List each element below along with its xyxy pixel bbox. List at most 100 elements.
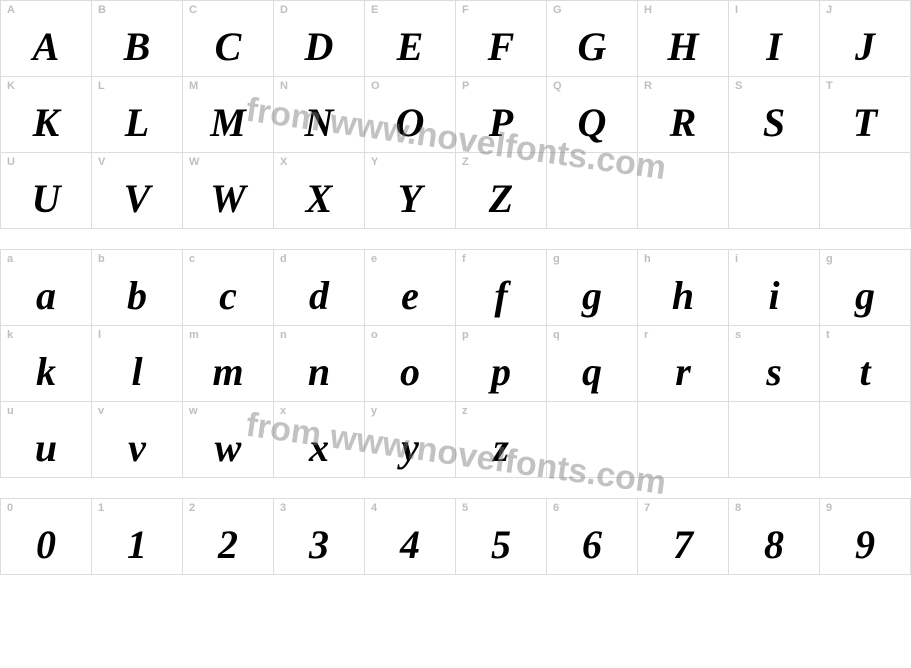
cell-label: X [280,156,287,168]
cell-glyph: C [183,23,273,70]
glyph-cell: ll [92,326,183,402]
glyph-cell: rr [638,326,729,402]
glyph-cell: UU [1,153,92,229]
cell-label: u [7,405,14,417]
cell-label: k [7,329,13,341]
cell-label: 8 [735,502,741,514]
glyph-cell: ii [729,250,820,326]
glyph-cell: uu [1,402,92,478]
glyph-cell: qq [547,326,638,402]
cell-glyph: T [820,99,910,146]
glyph-cell [820,402,911,478]
cell-glyph: K [1,99,91,146]
cell-label: d [280,253,287,265]
glyph-cell: dd [274,250,365,326]
glyph-cell: 77 [638,499,729,575]
cell-label: K [7,80,15,92]
cell-label: i [735,253,738,265]
cell-glyph: m [183,348,273,395]
cell-label: r [644,329,648,341]
glyph-cell: EE [365,1,456,77]
cell-label: C [189,4,197,16]
cell-label: c [189,253,195,265]
cell-label: Y [371,156,378,168]
cell-glyph: v [92,424,182,471]
glyph-cell: oo [365,326,456,402]
cell-glyph: G [547,23,637,70]
glyph-cell: DD [274,1,365,77]
cell-glyph: g [820,272,910,319]
cell-glyph: E [365,23,455,70]
glyph-cell: ff [456,250,547,326]
cell-glyph: M [183,99,273,146]
cell-glyph: 0 [1,521,91,568]
cell-label: 7 [644,502,650,514]
cell-label: t [826,329,830,341]
cell-glyph: U [1,175,91,222]
cell-glyph: H [638,23,728,70]
glyph-grid-digits: 00112233445566778899 [0,498,911,575]
glyph-cell: gg [820,250,911,326]
glyph-cell: 55 [456,499,547,575]
glyph-cell: 66 [547,499,638,575]
cell-glyph: 3 [274,521,364,568]
glyph-cell: BB [92,1,183,77]
cell-label: b [98,253,105,265]
glyph-cell [820,153,911,229]
cell-label: y [371,405,377,417]
glyph-cell: KK [1,77,92,153]
cell-glyph: 2 [183,521,273,568]
cell-label: B [98,4,106,16]
glyph-cell: YY [365,153,456,229]
cell-label: z [462,405,468,417]
cell-glyph: q [547,348,637,395]
cell-label: 5 [462,502,468,514]
cell-glyph: S [729,99,819,146]
cell-glyph: A [1,23,91,70]
cell-label: a [7,253,13,265]
glyph-cell: 22 [183,499,274,575]
cell-label: S [735,80,742,92]
cell-label: x [280,405,286,417]
cell-glyph: L [92,99,182,146]
glyph-cell: bb [92,250,183,326]
cell-glyph: w [183,424,273,471]
glyph-cell [547,402,638,478]
cell-label: H [644,4,652,16]
glyph-cell: cc [183,250,274,326]
glyph-cell: II [729,1,820,77]
cell-label: 9 [826,502,832,514]
glyph-cell: FF [456,1,547,77]
cell-glyph: r [638,348,728,395]
glyph-cell: HH [638,1,729,77]
glyph-cell: RR [638,77,729,153]
cell-glyph: k [1,348,91,395]
spacer [0,229,911,249]
cell-glyph: p [456,348,546,395]
glyph-cell: GG [547,1,638,77]
cell-label: T [826,80,833,92]
glyph-cell: SS [729,77,820,153]
cell-label: U [7,156,15,168]
cell-glyph: W [183,175,273,222]
glyph-cell [547,153,638,229]
cell-glyph: t [820,348,910,395]
cell-glyph: R [638,99,728,146]
cell-glyph: z [456,424,546,471]
cell-glyph: o [365,348,455,395]
cell-glyph: V [92,175,182,222]
cell-glyph: i [729,272,819,319]
cell-label: Z [462,156,469,168]
cell-glyph: 1 [92,521,182,568]
glyph-cell: MM [183,77,274,153]
cell-glyph: g [547,272,637,319]
cell-label: M [189,80,198,92]
cell-label: F [462,4,469,16]
cell-glyph: P [456,99,546,146]
glyph-cell: nn [274,326,365,402]
cell-glyph: B [92,23,182,70]
glyph-cell [638,153,729,229]
cell-glyph: J [820,23,910,70]
glyph-cell: pp [456,326,547,402]
glyph-cell: hh [638,250,729,326]
